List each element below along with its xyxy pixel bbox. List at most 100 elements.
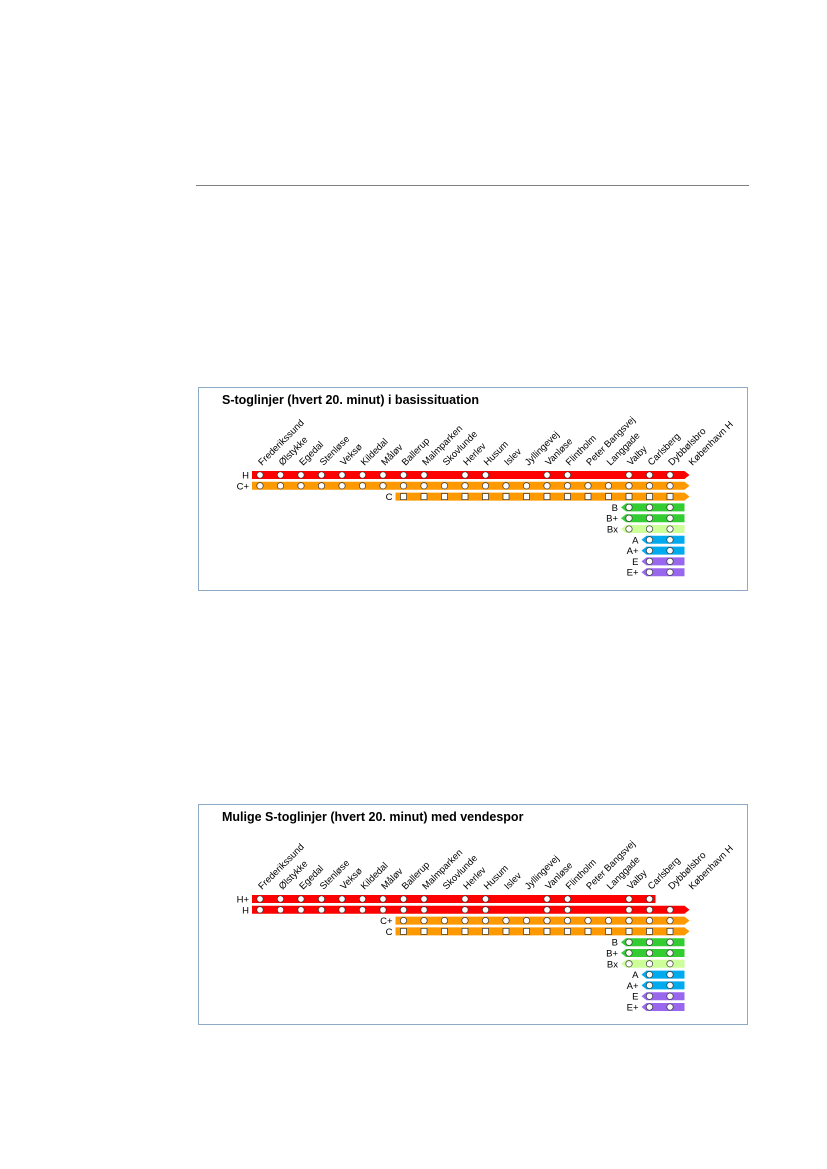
stop-marker xyxy=(338,906,346,914)
stop-marker xyxy=(666,960,674,968)
stop-marker xyxy=(666,536,674,544)
stop-marker xyxy=(379,482,387,490)
header-rule xyxy=(196,185,749,186)
stop-marker xyxy=(645,514,654,522)
stop-marker xyxy=(276,471,285,479)
line-band xyxy=(252,895,656,903)
line-diagram-basis: FrederikssundØlstykkeEgedalStenløseVeksø… xyxy=(237,415,736,579)
stop-marker xyxy=(338,482,346,490)
stop-marker xyxy=(317,906,326,914)
stop-marker xyxy=(646,493,653,500)
stop-marker xyxy=(420,895,428,903)
stop-marker xyxy=(481,482,490,490)
stop-marker xyxy=(645,525,654,533)
stop-marker xyxy=(399,471,408,479)
stop-marker xyxy=(461,895,469,903)
stop-marker xyxy=(276,906,285,914)
stop-marker xyxy=(625,917,633,925)
line-label: E xyxy=(632,557,638,568)
stop-marker xyxy=(666,493,674,500)
line-e xyxy=(641,557,685,566)
stop-marker xyxy=(584,493,592,500)
stop-marker xyxy=(256,471,264,479)
stop-marker xyxy=(563,906,572,914)
stop-marker xyxy=(481,471,490,479)
line-label: H xyxy=(242,471,249,482)
line-label: B+ xyxy=(606,514,618,525)
line-label: B xyxy=(612,503,618,514)
stop-marker xyxy=(399,482,408,490)
stop-marker xyxy=(399,906,408,914)
line-label: C xyxy=(386,492,393,503)
stop-marker xyxy=(625,471,633,479)
line-label: C+ xyxy=(380,916,393,927)
line-e-plus xyxy=(641,568,685,577)
line-h xyxy=(252,471,690,479)
stop-marker xyxy=(441,928,448,935)
line-e-plus xyxy=(641,1003,685,1011)
line-label: C+ xyxy=(237,481,250,492)
line-bx xyxy=(621,525,685,533)
stop-marker xyxy=(645,906,654,914)
line-c xyxy=(395,492,690,501)
stop-marker xyxy=(502,482,510,490)
stop-marker xyxy=(543,928,551,935)
stop-marker xyxy=(523,493,530,500)
stop-marker xyxy=(543,906,551,914)
stop-marker xyxy=(645,917,654,925)
stop-marker xyxy=(625,503,633,511)
stop-marker xyxy=(297,471,305,479)
stop-marker xyxy=(666,547,674,555)
stop-marker xyxy=(481,917,490,925)
line-a-plus xyxy=(641,981,685,990)
stop-marker xyxy=(625,949,633,957)
stop-marker xyxy=(502,917,510,925)
line-label: Bx xyxy=(607,525,618,536)
line-h xyxy=(252,905,690,914)
stop-marker xyxy=(625,928,633,935)
stop-marker xyxy=(646,928,653,935)
stop-marker xyxy=(420,482,428,490)
stop-marker xyxy=(563,482,572,490)
stop-marker xyxy=(317,482,326,490)
stop-marker xyxy=(461,906,469,914)
stop-marker xyxy=(297,895,305,903)
stop-marker xyxy=(420,471,428,479)
stop-marker xyxy=(625,938,633,946)
stop-marker xyxy=(379,895,387,903)
stop-marker xyxy=(645,536,654,544)
stop-marker xyxy=(543,493,551,500)
stop-marker xyxy=(625,525,633,533)
stop-marker xyxy=(625,960,633,968)
stop-marker xyxy=(502,928,510,935)
diagram-title: S-toglinjer (hvert 20. minut) i basissit… xyxy=(222,393,479,407)
stop-marker xyxy=(625,482,633,490)
stop-marker xyxy=(256,895,264,903)
line-label: A+ xyxy=(627,546,639,557)
stop-marker xyxy=(379,906,387,914)
line-label: E xyxy=(632,992,638,1003)
line-band xyxy=(252,905,690,914)
stop-marker xyxy=(564,493,571,500)
stop-marker xyxy=(645,938,654,946)
line-diagram-vendespor: FrederikssundØlstykkeEgedalStenløseVeksø… xyxy=(237,839,736,1014)
line-band xyxy=(252,471,690,479)
stop-marker xyxy=(645,960,654,968)
stop-marker xyxy=(666,482,674,490)
stop-marker xyxy=(482,928,489,935)
line-a xyxy=(641,970,685,979)
line-e xyxy=(641,992,685,1001)
line-label: B+ xyxy=(606,949,618,960)
stop-marker xyxy=(522,482,531,490)
line-label: C xyxy=(386,927,393,938)
stop-marker xyxy=(666,514,674,522)
stop-marker xyxy=(645,471,654,479)
line-c-plus xyxy=(395,916,690,925)
diagram-title: Mulige S-toglinjer (hvert 20. minut) med… xyxy=(222,810,524,824)
stop-marker xyxy=(399,895,408,903)
stop-marker xyxy=(605,493,612,500)
stop-marker xyxy=(420,928,428,935)
stop-marker xyxy=(563,917,572,925)
stop-marker xyxy=(645,557,654,565)
line-label: A xyxy=(632,535,639,546)
